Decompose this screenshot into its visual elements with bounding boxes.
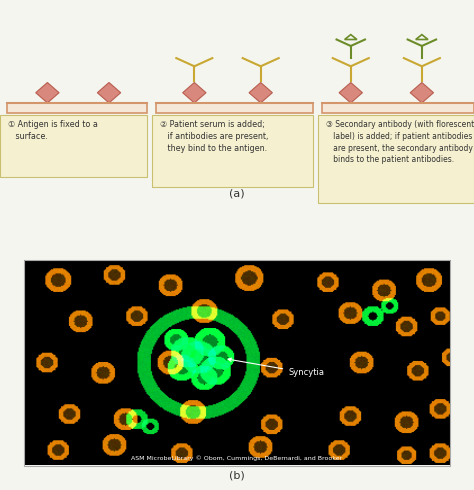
Polygon shape bbox=[339, 82, 363, 103]
FancyBboxPatch shape bbox=[7, 103, 147, 113]
Polygon shape bbox=[410, 82, 434, 103]
Text: (a): (a) bbox=[229, 189, 245, 198]
Text: ② Patient serum is added;
   if antibodies are present,
   they bind to the anti: ② Patient serum is added; if antibodies … bbox=[160, 120, 268, 152]
FancyBboxPatch shape bbox=[318, 115, 474, 203]
Polygon shape bbox=[182, 82, 206, 103]
Text: ① Antigen is fixed to a
   surface.: ① Antigen is fixed to a surface. bbox=[8, 120, 98, 141]
FancyBboxPatch shape bbox=[0, 115, 147, 176]
FancyBboxPatch shape bbox=[322, 103, 474, 113]
Polygon shape bbox=[249, 82, 273, 103]
FancyBboxPatch shape bbox=[156, 103, 313, 113]
Text: ASM MicrobeLibrary © Obom, Cummings, DeBernardi, and Brooker: ASM MicrobeLibrary © Obom, Cummings, DeB… bbox=[131, 456, 343, 462]
Polygon shape bbox=[97, 82, 121, 103]
Text: ③ Secondary antibody (with florescent
   label) is added; if patient antibodies
: ③ Secondary antibody (with florescent la… bbox=[326, 120, 474, 164]
FancyBboxPatch shape bbox=[152, 115, 313, 187]
Polygon shape bbox=[36, 82, 59, 103]
Text: (b): (b) bbox=[229, 470, 245, 480]
Text: Syncytia: Syncytia bbox=[228, 358, 324, 377]
